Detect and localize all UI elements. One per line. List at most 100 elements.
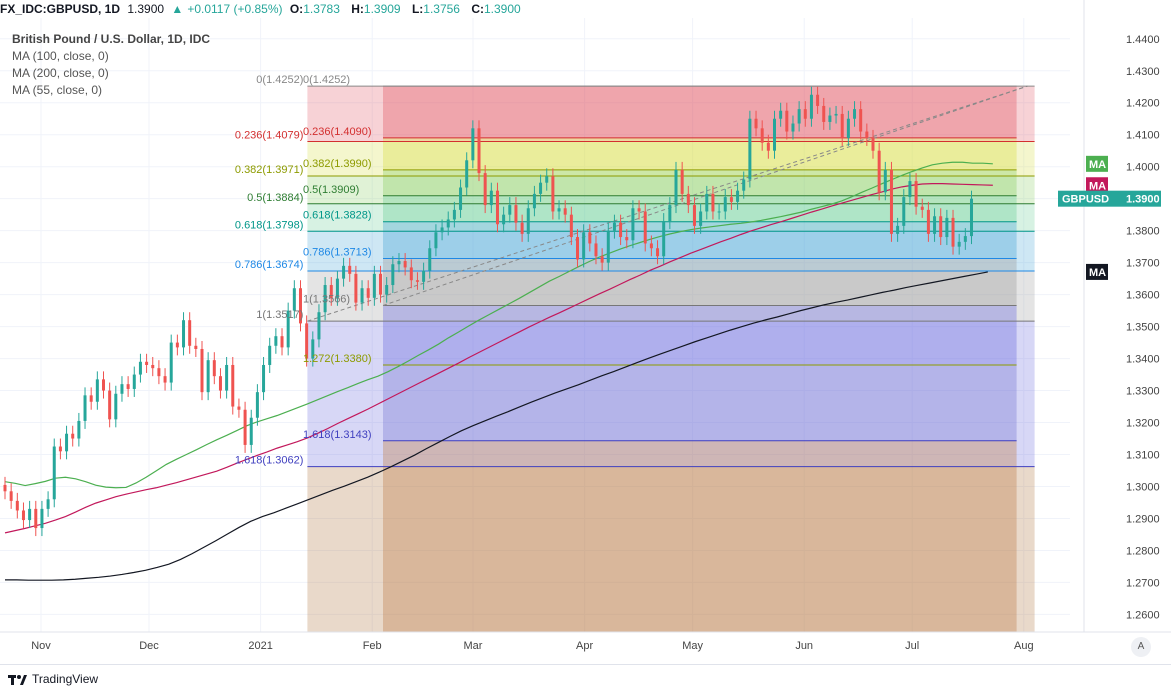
- candle-body: [502, 214, 506, 225]
- trendlines: [307, 85, 1028, 322]
- moving-averages: [4, 161, 993, 581]
- candle-body: [188, 320, 192, 346]
- candle-body: [631, 208, 635, 241]
- ma55-legend[interactable]: MA (55, close, 0): [12, 83, 103, 97]
- price-tick-label: 1.4200: [1126, 98, 1160, 110]
- footer-bar: TradingView: [0, 664, 1171, 693]
- candle-body: [576, 237, 580, 260]
- price-badges: MA MA GBPUSD 1.3900 MA: [1058, 155, 1161, 280]
- high-value: 1.3909: [363, 2, 401, 16]
- candle-body: [212, 360, 216, 377]
- candle-body: [58, 446, 62, 452]
- candle-body: [612, 222, 616, 231]
- price-tick-label: 1.3000: [1126, 481, 1160, 493]
- candle-body: [15, 500, 19, 511]
- fib-level-label: 1.618(1.3062): [235, 455, 304, 467]
- candle-body: [600, 256, 604, 263]
- time-tick-label: 2021: [248, 640, 272, 652]
- price-tick-label: 1.2900: [1126, 513, 1160, 525]
- price-tick-label: 1.4300: [1126, 66, 1160, 78]
- candle-body: [428, 248, 432, 271]
- candle-body: [114, 393, 118, 420]
- candle-body: [274, 336, 278, 346]
- auto-scale-button[interactable]: A: [1131, 637, 1151, 657]
- candle-body: [951, 217, 955, 247]
- fib-zone: [307, 175, 1035, 204]
- fib-zone: [383, 305, 1017, 365]
- candle-body: [662, 221, 666, 257]
- candle-body: [514, 205, 518, 223]
- candle-body: [21, 510, 25, 521]
- candle-body: [785, 110, 789, 132]
- candle-body: [939, 216, 943, 238]
- ma200-legend[interactable]: MA (200, close, 0): [12, 66, 109, 80]
- tradingview-logo[interactable]: TradingView: [8, 672, 98, 686]
- candle-body: [563, 208, 567, 215]
- fib-level-label: 0(1.4252): [303, 74, 350, 86]
- candle-body: [803, 109, 807, 119]
- candle-body: [871, 137, 875, 151]
- ma-badge: [1086, 177, 1108, 194]
- candle-body: [379, 273, 383, 295]
- low-value: 1.3756: [423, 2, 460, 16]
- open-value: 1.3783: [303, 2, 340, 16]
- ma100-legend[interactable]: MA (100, close, 0): [12, 49, 109, 63]
- candle-body: [649, 243, 653, 249]
- candle-body: [237, 406, 241, 410]
- candle-body: [415, 280, 419, 282]
- candle-body: [298, 288, 302, 324]
- indicator-legend: British Pound / U.S. Dollar, 1D, IDC MA …: [12, 31, 210, 99]
- candle-body: [52, 446, 56, 500]
- candle-body: [335, 278, 339, 298]
- price-chart[interactable]: 0(1.4252) 0.236(1.4079) 0.382(1.3971) 0.5(1…: [0, 0, 1171, 664]
- candle-body: [95, 379, 99, 402]
- candle-body: [225, 364, 229, 391]
- candle-body: [385, 285, 389, 295]
- candle-body: [317, 312, 321, 340]
- price-tick-label: 1.2800: [1126, 545, 1160, 557]
- fib-level-label: 0.618(1.3798): [235, 219, 304, 231]
- tradingview-logo-icon: [8, 675, 27, 685]
- candle-body: [348, 265, 352, 274]
- trendline: [307, 85, 1028, 322]
- candle-body: [508, 205, 512, 215]
- candle-body: [71, 433, 75, 439]
- fib-zone: [383, 221, 1017, 259]
- candle-body: [409, 267, 413, 281]
- fib-zone: [307, 321, 1035, 467]
- candle-body: [231, 364, 235, 407]
- candle-body: [883, 169, 887, 193]
- time-tick-label: Mar: [464, 640, 483, 652]
- candle-body: [816, 94, 820, 106]
- candle-body: [526, 208, 530, 234]
- fib-level-label: 1.272(1.3380): [303, 353, 372, 365]
- candle-body: [846, 118, 850, 138]
- candle-body: [643, 211, 647, 244]
- candle-body: [28, 508, 32, 521]
- candle-body: [77, 420, 81, 439]
- ma200-line: [5, 271, 988, 581]
- candle-body: [151, 364, 155, 369]
- ma55-line: [4, 161, 993, 489]
- candle-body: [532, 193, 536, 209]
- chart-title: British Pound / U.S. Dollar, 1D, IDC: [12, 32, 211, 46]
- candle-body: [545, 176, 549, 183]
- candle-body: [459, 187, 463, 210]
- candle-body: [705, 193, 709, 212]
- candle-body: [779, 110, 783, 119]
- candle-body: [360, 288, 364, 303]
- symbol-name[interactable]: FX_IDC:GBPUSD, 1D: [0, 2, 121, 16]
- candle-body: [101, 379, 105, 391]
- candle-body: [551, 176, 555, 212]
- candle-body: [674, 169, 678, 206]
- candle-body: [34, 508, 38, 529]
- candle-body: [569, 214, 573, 238]
- candle-body: [354, 273, 358, 303]
- candle-body: [809, 94, 813, 119]
- candle-body: [853, 109, 857, 119]
- candle-body: [311, 339, 315, 359]
- fib-zone: [383, 440, 1017, 632]
- time-tick-label: Feb: [363, 640, 382, 652]
- candle-body: [711, 193, 715, 212]
- symbol-header: FX_IDC:GBPUSD, 1D 1.3900 ▲ +0.0117 (+0.85…: [0, 0, 1171, 18]
